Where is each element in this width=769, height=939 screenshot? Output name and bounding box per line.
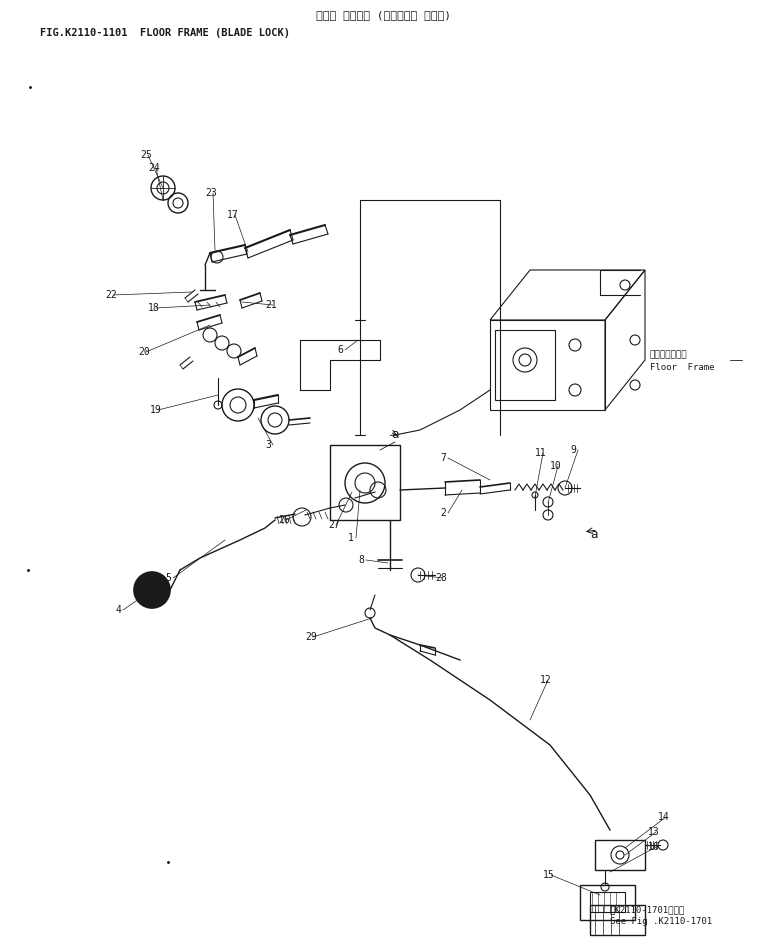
Text: 9: 9 — [570, 445, 576, 455]
Text: 27: 27 — [328, 520, 340, 530]
Circle shape — [134, 572, 170, 608]
Text: 16: 16 — [648, 842, 660, 852]
Text: 26: 26 — [278, 515, 290, 525]
Bar — [495, 330, 555, 400]
Text: 5: 5 — [165, 573, 171, 583]
Text: 25: 25 — [140, 150, 151, 160]
Text: フロア フレーム (ブレード・ ロック): フロア フレーム (ブレード・ ロック) — [317, 10, 451, 20]
Text: 6: 6 — [337, 345, 343, 355]
Text: 29: 29 — [305, 632, 317, 642]
Text: 22: 22 — [105, 290, 117, 300]
Text: 18: 18 — [148, 303, 160, 313]
Text: a: a — [590, 529, 598, 542]
Bar — [580, 885, 635, 920]
Text: 20: 20 — [138, 347, 150, 357]
Text: 第K2110-1701図参照: 第K2110-1701図参照 — [610, 905, 685, 915]
Text: 13: 13 — [648, 827, 660, 837]
Text: Floor  Frame: Floor Frame — [650, 363, 714, 373]
Text: 12: 12 — [540, 675, 551, 685]
Bar — [590, 905, 645, 935]
Text: 23: 23 — [205, 188, 217, 198]
Text: 10: 10 — [550, 461, 561, 471]
Circle shape — [143, 581, 161, 599]
Text: See Fig .K2110-1701: See Fig .K2110-1701 — [610, 917, 712, 927]
Text: フロアフレーム: フロアフレーム — [650, 350, 687, 360]
Text: 28: 28 — [435, 573, 447, 583]
Text: 4: 4 — [115, 605, 121, 615]
Text: 2: 2 — [440, 508, 446, 518]
Text: 14: 14 — [658, 812, 670, 822]
Text: 17: 17 — [227, 210, 238, 220]
Text: 24: 24 — [148, 163, 160, 173]
Text: 1: 1 — [348, 533, 354, 543]
Text: a: a — [391, 428, 399, 441]
Text: 15: 15 — [543, 870, 554, 880]
Text: 19: 19 — [150, 405, 161, 415]
Text: 21: 21 — [265, 300, 277, 310]
Bar — [330, 445, 400, 520]
Text: FIG.K2110-1101  FLOOR FRAME (BLADE LOCK): FIG.K2110-1101 FLOOR FRAME (BLADE LOCK) — [40, 28, 290, 38]
Bar — [590, 892, 625, 912]
Text: 3: 3 — [265, 440, 271, 450]
Text: 7: 7 — [440, 453, 446, 463]
Text: 11: 11 — [535, 448, 547, 458]
Bar — [595, 840, 645, 870]
Text: 8: 8 — [358, 555, 364, 565]
